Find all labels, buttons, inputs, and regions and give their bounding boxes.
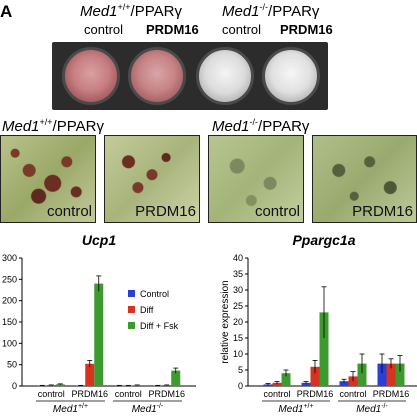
bar — [55, 384, 65, 386]
legend-swatch — [128, 322, 135, 329]
y-tick-label: 200 — [2, 296, 17, 306]
well-prdm16-ko — [262, 47, 320, 105]
micro-image-control-ko: control — [208, 135, 304, 223]
y-axis-label: relative expression — [220, 280, 231, 363]
bar — [386, 363, 396, 386]
legend-swatch — [128, 306, 135, 313]
well-control-ko — [196, 47, 254, 105]
plate-label-prdm16-wt: PRDM16 — [146, 22, 199, 37]
bar — [319, 312, 329, 386]
bar — [46, 385, 56, 386]
y-tick-label: 100 — [2, 338, 17, 348]
bar — [272, 382, 282, 386]
bar — [357, 363, 367, 386]
chart-title: Ucp1 — [82, 232, 116, 248]
y-tick-label: 30 — [233, 285, 243, 295]
x-tick-label: PRDM16 — [148, 389, 185, 399]
chart-ppargc1a: Ppargc1a 0 5 10 15 20 25 30 35 40 relative express… — [220, 232, 417, 415]
y-tick-label: 250 — [2, 274, 17, 284]
x-tick-label: control — [38, 389, 65, 399]
micro-caption: PRDM16 — [135, 203, 196, 220]
plate-header-wt: Med1+/+/PPARγ — [80, 2, 182, 20]
bar — [76, 385, 86, 387]
y-tick-label: 5 — [238, 365, 243, 375]
legend-label: Control — [140, 289, 169, 299]
y-tick-label: 300 — [2, 253, 17, 263]
culture-plate-photo — [52, 42, 328, 110]
legend-label: Diff — [140, 305, 154, 315]
bar — [339, 381, 349, 386]
bar — [37, 385, 47, 387]
y-tick-label: 15 — [233, 333, 243, 343]
plate-header-ko: Med1-/-/PPARγ — [222, 2, 320, 20]
micro-header-wt: Med1+/+/PPARγ — [2, 117, 104, 135]
bar — [153, 385, 163, 387]
x-tick-label: control — [263, 389, 290, 399]
well-prdm16-wt — [128, 47, 186, 105]
x-tick-label: PRDM16 — [71, 389, 108, 399]
bar — [377, 363, 387, 386]
bar — [395, 363, 405, 386]
plate-label-control-ko: control — [222, 22, 262, 37]
micro-caption: control — [46, 203, 92, 220]
y-tick-label: 0 — [12, 381, 17, 391]
micro-image-control-wt: control — [0, 135, 96, 223]
bar — [114, 385, 124, 387]
legend-label: Diff + Fsk — [140, 321, 179, 331]
chart-title: Ppargc1a — [292, 232, 355, 248]
group-label: Med1+/+ — [53, 403, 88, 415]
well-control-wt — [62, 47, 120, 105]
bar — [162, 385, 172, 386]
y-tick-label: 25 — [233, 301, 243, 311]
y-tick-label: 20 — [233, 317, 243, 327]
micro-caption: PRDM16 — [352, 203, 413, 220]
group-label: Med1-/- — [132, 403, 164, 415]
bar — [281, 373, 291, 386]
plate-label-prdm16-ko: PRDM16 — [280, 22, 333, 37]
y-tick-label: 40 — [233, 253, 243, 263]
bar — [301, 382, 311, 386]
y-tick-label: 0 — [238, 381, 243, 391]
bar — [85, 363, 95, 386]
micro-image-prdm16-ko: PRDM16 — [312, 135, 417, 223]
bar — [123, 385, 133, 387]
panel-letter: A — [0, 2, 13, 21]
y-tick-label: 10 — [233, 349, 243, 359]
micro-image-prdm16-wt: PRDM16 — [104, 135, 200, 223]
y-tick-label: 50 — [7, 360, 17, 370]
bar — [171, 370, 181, 386]
group-label: Med1-/- — [356, 403, 388, 415]
group-label: Med1+/+ — [278, 403, 313, 415]
micro-caption: control — [254, 203, 300, 220]
x-tick-label: PRDM16 — [373, 389, 410, 399]
bar — [132, 385, 142, 386]
bar — [310, 366, 320, 386]
x-tick-label: control — [115, 389, 142, 399]
plate-label-control-wt: control — [84, 22, 124, 37]
legend-swatch — [128, 290, 135, 297]
y-tick-label: 35 — [233, 269, 243, 279]
y-tick-label: 150 — [2, 317, 17, 327]
micro-header-ko: Med1-/-/PPARγ — [212, 117, 310, 135]
bar — [94, 283, 104, 386]
x-tick-label: PRDM16 — [297, 389, 334, 399]
x-tick-label: control — [339, 389, 366, 399]
chart-ucp1: Ucp1 0 50 100 150 200 250 300 control PRDM16 contr… — [2, 232, 196, 415]
bar — [348, 376, 358, 386]
